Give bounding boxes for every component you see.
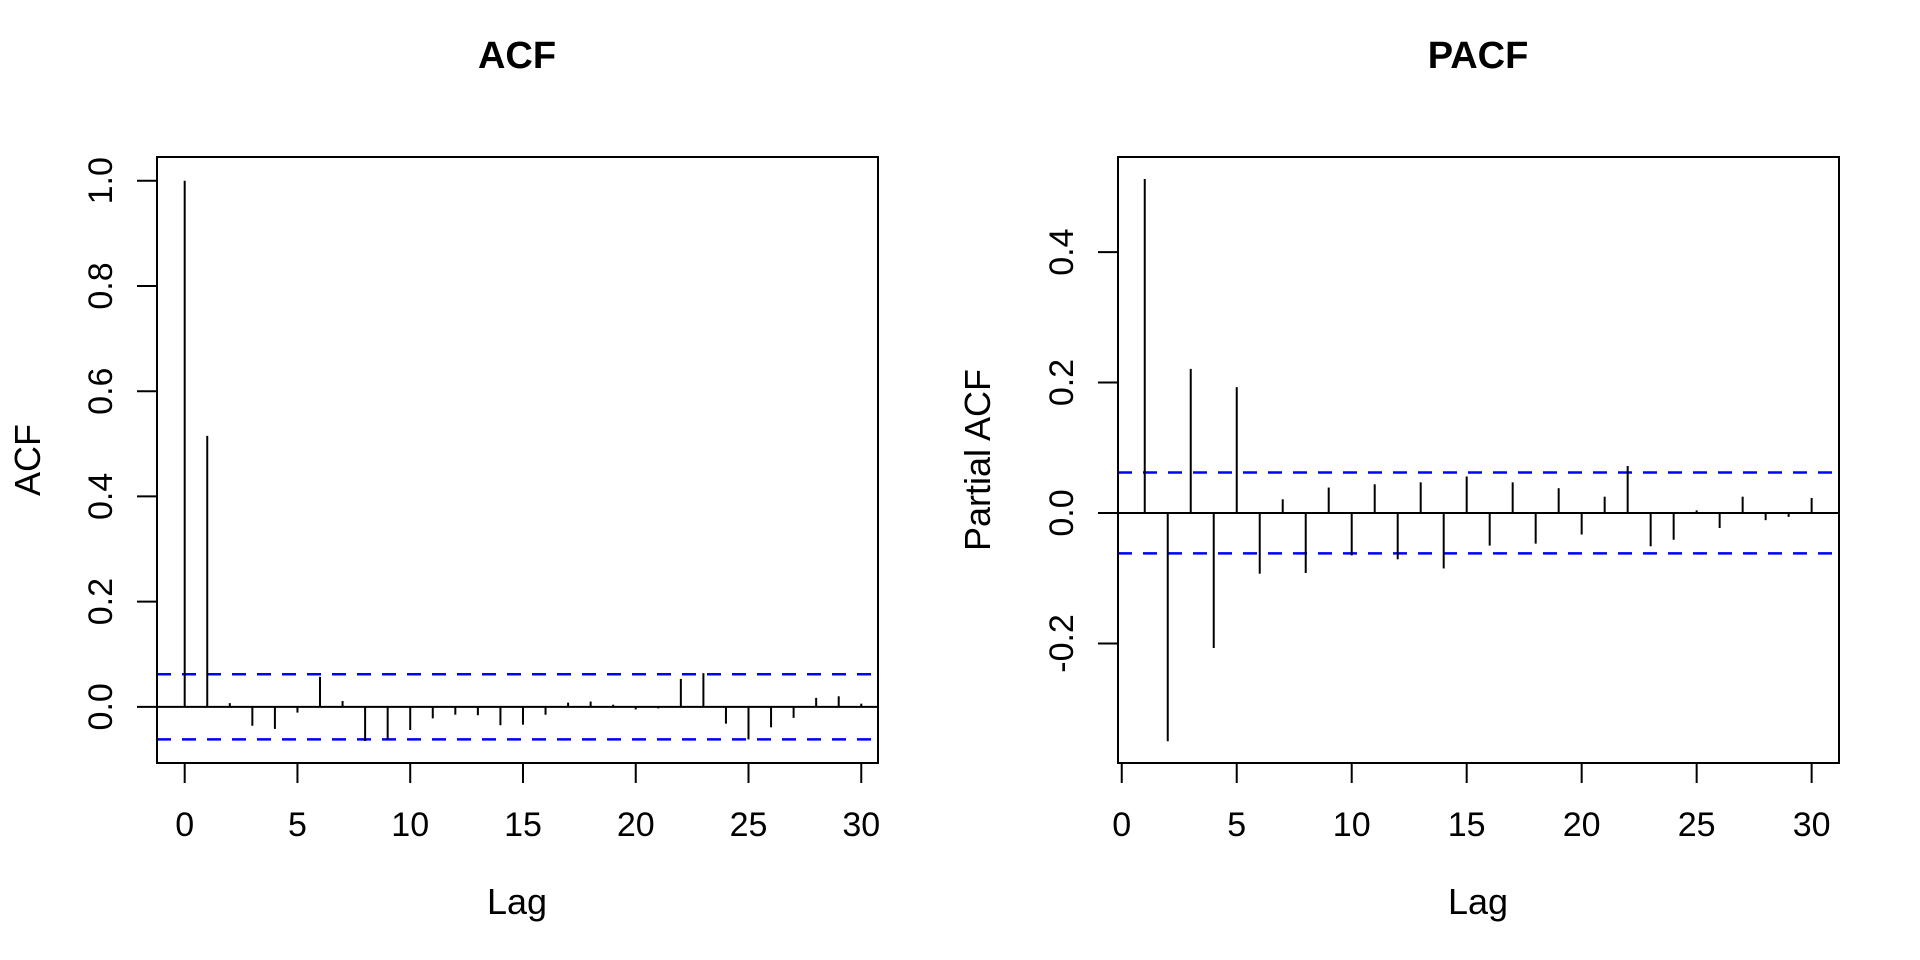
y-tick-label: 0.0 [82, 683, 120, 730]
x-tick-label: 30 [1793, 806, 1831, 844]
y-tick-label: 1.0 [82, 157, 120, 204]
x-tick-label: 25 [730, 806, 768, 844]
y-tick-label: 0.0 [1043, 489, 1081, 536]
x-tick-label: 30 [842, 806, 880, 844]
x-tick-label: 25 [1678, 806, 1716, 844]
y-tick-label: -0.2 [1043, 614, 1081, 673]
x-tick-label: 15 [1448, 806, 1486, 844]
acf-plot: ACF Lag ACF 0 5 10 15 20 25 30 0.0 0.2 0.4 0.6 0.8 1… [7, 35, 880, 922]
y-tick-label: 0.4 [82, 473, 120, 520]
acf-x-axis-label: Lag [487, 881, 547, 922]
x-tick-label: 5 [1227, 806, 1246, 844]
pacf-x-axis-label: Lag [1448, 881, 1508, 922]
x-tick-label: 10 [1333, 806, 1371, 844]
x-tick-label: 0 [175, 806, 194, 844]
pacf-y-axis-label: Partial ACF [957, 369, 998, 551]
y-tick-label: 0.2 [1043, 359, 1081, 406]
y-tick-label: 0.8 [82, 262, 120, 309]
pacf-plot-title: PACF [1428, 35, 1529, 77]
y-tick-label: 0.2 [82, 578, 120, 625]
x-tick-label: 5 [288, 806, 307, 844]
x-tick-label: 15 [504, 806, 542, 844]
x-tick-label: 0 [1112, 806, 1131, 844]
acf-plot-title: ACF [478, 35, 556, 77]
acf-plot-area: 0 5 10 15 20 25 30 0.0 0.2 0.4 0.6 0.8 1.0 [82, 156, 880, 844]
acf-y-axis-label: ACF [7, 424, 48, 496]
x-tick-label: 20 [1563, 806, 1601, 844]
pacf-plot: PACF Lag Partial ACF 0 5 10 15 20 25 30 -0.2 0.0… [957, 35, 1840, 922]
y-tick-label: 0.4 [1043, 228, 1081, 275]
x-tick-label: 10 [391, 806, 429, 844]
plot-box [1117, 156, 1840, 764]
plot-box [156, 156, 879, 764]
x-tick-label: 20 [617, 806, 655, 844]
pacf-plot-area: 0 5 10 15 20 25 30 -0.2 0.0 0.2 0.4 [1043, 156, 1840, 844]
y-tick-label: 0.6 [82, 368, 120, 415]
